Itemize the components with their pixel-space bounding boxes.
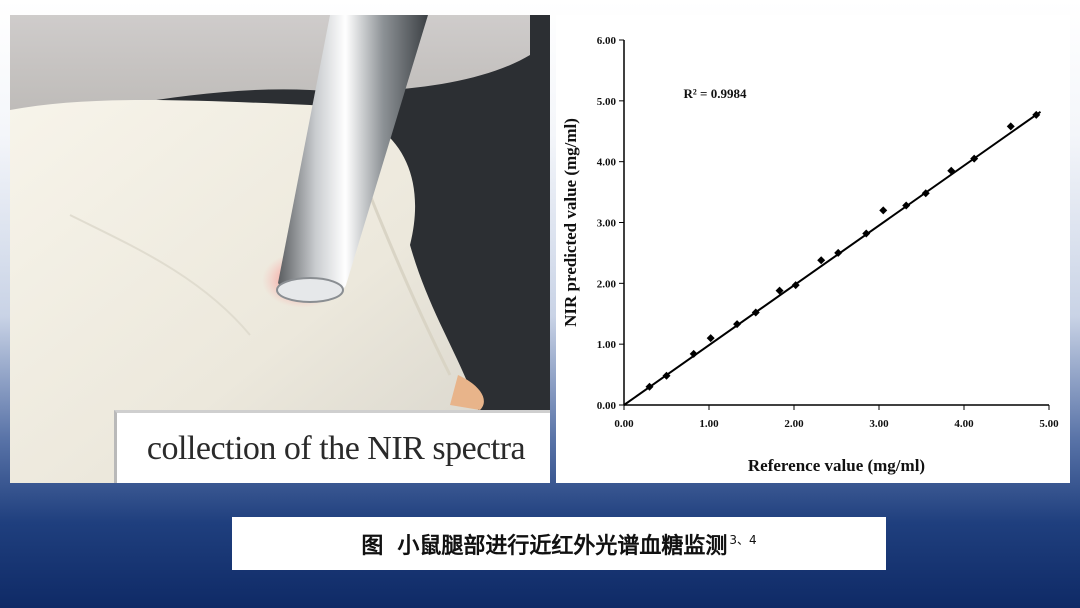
y-tick-label: 2.00 [597, 278, 617, 290]
data-point [834, 248, 843, 257]
data-points [645, 110, 1041, 391]
data-point [879, 206, 888, 215]
data-point [733, 320, 742, 329]
x-tick-label: 2.00 [784, 418, 804, 430]
nir-probe-icon [278, 15, 428, 298]
data-point [706, 334, 715, 343]
y-axis-title: NIR predicted value (mg/ml) [561, 118, 580, 327]
data-point [662, 371, 671, 380]
scatter-plot: 0.00 1.00 2.00 3.00 4.00 5.00 0.00 1.00 2.00 3.00… [561, 35, 1059, 475]
tick-labels: 0.00 1.00 2.00 3.00 4.00 5.00 0.00 1.00 2.00 3.00… [597, 35, 1059, 430]
data-point [751, 308, 760, 317]
x-tick-label: 1.00 [699, 418, 719, 430]
data-point [645, 382, 654, 391]
data-point [775, 286, 784, 295]
x-tick-label: 4.00 [954, 418, 974, 430]
mouse-leg-photo: collection of the NIR spectra [10, 15, 550, 483]
y-tick-label: 5.00 [597, 96, 617, 108]
data-point [817, 256, 826, 265]
figure-caption: 图 小鼠腿部进行近红外光谱血糖监测 3、4 [232, 517, 886, 570]
x-tick-label: 0.00 [614, 418, 634, 430]
x-axis-title: Reference value (mg/ml) [748, 456, 925, 475]
reference-numbers: 3、4 [729, 533, 757, 547]
data-point [947, 166, 956, 175]
y-tick-label: 1.00 [597, 339, 617, 351]
finger-tip [450, 375, 484, 410]
data-point [970, 154, 979, 163]
data-point [862, 229, 871, 238]
photo-illustration [10, 15, 550, 483]
y-tick-label: 4.00 [597, 157, 617, 169]
x-tick-label: 3.00 [869, 418, 889, 430]
r-squared-annotation: R² = 0.9984 [684, 86, 747, 101]
data-point [902, 201, 911, 210]
trend-line [623, 110, 1042, 406]
y-tick-label: 0.00 [597, 400, 617, 412]
y-tick-label: 3.00 [597, 218, 617, 230]
data-point [791, 281, 800, 290]
x-tick-label: 5.00 [1039, 418, 1059, 430]
figure-label: 图 [361, 533, 384, 559]
data-point [921, 189, 930, 198]
figure-caption-text: 小鼠腿部进行近红外光谱血糖监测 [397, 533, 728, 559]
photo-caption: collection of the NIR spectra [114, 410, 550, 483]
nir-correlation-chart: 0.00 1.00 2.00 3.00 4.00 5.00 0.00 1.00 2.00 3.00… [556, 15, 1070, 483]
data-point [689, 349, 698, 358]
y-tick-label: 6.00 [597, 35, 617, 47]
data-point [1032, 110, 1041, 119]
data-point [1006, 122, 1015, 131]
